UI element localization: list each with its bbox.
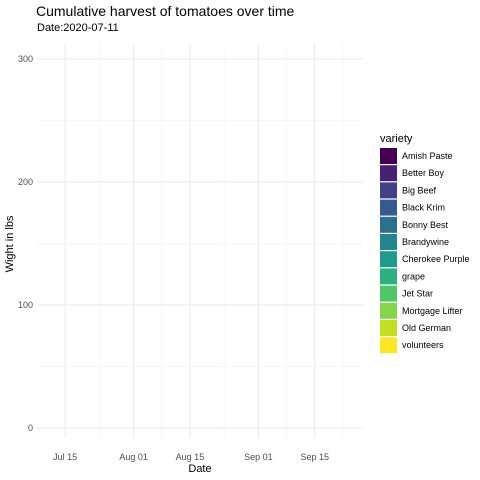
y-tick-label: 100: [18, 300, 33, 310]
legend-label: volunteers: [402, 340, 444, 350]
legend-label: grape: [402, 271, 425, 281]
x-tick-label: Sep 15: [300, 452, 329, 462]
legend-label: Old German: [402, 323, 451, 333]
legend-label: Mortgage Lifter: [402, 306, 463, 316]
y-tick-label: 300: [18, 54, 33, 64]
x-axis: Jul 15 Aug 01 Aug 15 Sep 01 Sep 15: [53, 452, 329, 462]
legend-swatch: [380, 268, 397, 285]
legend-swatch: [380, 199, 397, 216]
x-tick-label: Sep 01: [244, 452, 273, 462]
legend-swatch: [380, 165, 397, 182]
legend-swatch: [380, 234, 397, 250]
grid: [37, 44, 363, 438]
legend-swatch: [380, 285, 397, 302]
legend-label: Brandywine: [402, 237, 449, 247]
legend-label: Black Krim: [402, 203, 445, 213]
y-tick-label: 0: [28, 423, 33, 433]
legend-swatch: [380, 182, 397, 199]
x-tick-label: Aug 01: [119, 452, 148, 462]
legend-label: Amish Paste: [402, 151, 453, 161]
legend-label: Better Boy: [402, 168, 445, 178]
chart-title: Cumulative harvest of tomatoes over time: [36, 3, 295, 19]
legend-swatch: [380, 216, 397, 233]
y-tick-label: 200: [18, 177, 33, 187]
legend-label: Big Beef: [402, 185, 437, 195]
legend-label: Cherokee Purple: [402, 254, 470, 264]
x-tick-label: Aug 15: [176, 452, 205, 462]
legend-label: Bonny Best: [402, 220, 449, 230]
y-axis-title: Wight in lbs: [4, 215, 16, 272]
x-axis-title: Date: [188, 463, 211, 475]
legend-swatch: [380, 337, 397, 354]
chart-subtitle: Date:2020-07-11: [37, 22, 119, 34]
legend-swatch: [380, 302, 397, 319]
legend-swatch: [380, 148, 397, 164]
legend-swatch: [380, 251, 397, 268]
legend-title: variety: [380, 133, 413, 145]
y-axis: 0 100 200 300: [18, 54, 33, 433]
legend: variety Amish Paste Better Boy Big Beef Bla…: [380, 133, 470, 354]
legend-label: Jet Star: [402, 289, 433, 299]
x-tick-label: Jul 15: [53, 452, 77, 462]
legend-swatch: [380, 320, 397, 336]
